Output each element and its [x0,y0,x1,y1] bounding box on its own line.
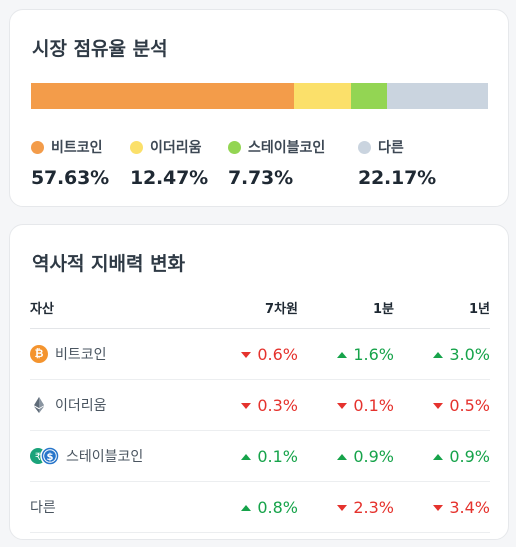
legend-dot-bitcoin [31,140,44,154]
dominance-table: 자산 7차원 1분 1년 ₿ 비트코인 0.6% 1.6% 3.0% [30,288,490,533]
change-value: 0.9% [449,447,490,467]
stablecoin-glyph-dollar: $ [47,452,54,463]
stablecoin-icon: ₹ $ [28,445,62,466]
change-arrow-icon [337,504,348,511]
change-value: 3.0% [449,345,490,365]
legend-value: 12.47% [130,167,208,189]
stablecoin-glyph-rupee: ₹ [35,452,41,463]
change-7d: 0.3% [200,379,298,431]
change-value: 3.4% [449,498,490,518]
change-arrow-icon [241,351,252,358]
change-1m: 1.6% [298,328,394,380]
change-1y: 3.4% [394,481,490,533]
change-arrow-icon [241,453,252,460]
change-arrow-icon [337,402,348,409]
header-1y[interactable]: 1년 [394,288,490,329]
historical-dominance-title: 역사적 지배력 변화 [32,253,186,275]
market-share-card: 시장 점유율 분석 비트코인 57.63% 이더리움 12.47% 스테이블코인 [9,9,509,207]
change-1y: 0.5% [394,379,490,431]
table-row[interactable]: ₿ 비트코인 0.6% 1.6% 3.0% [30,328,490,380]
change-value: 0.5% [449,396,490,416]
asset-name: 스테이블코인 [66,448,144,465]
legend-value: 22.17% [358,167,436,189]
change-arrow-icon [241,402,252,409]
asset-name: 이더리움 [55,397,107,414]
change-7d: 0.1% [200,430,298,482]
legend-label: 다른 [378,140,404,156]
change-1m: 0.9% [298,430,394,482]
change-value: 0.6% [257,345,298,365]
change-value: 1.6% [353,345,394,365]
market-share-bar [31,83,488,109]
change-arrow-icon [433,351,444,358]
change-7d: 0.8% [200,481,298,533]
share-bar-segment-other[interactable] [386,83,488,109]
change-arrow-icon [337,351,348,358]
change-value: 2.3% [353,498,394,518]
header-1m[interactable]: 1분 [298,288,394,329]
asset-name: 비트코인 [55,346,107,363]
header-7d[interactable]: 7차원 [200,288,298,329]
change-arrow-icon [337,453,348,460]
change-value: 0.9% [353,447,394,467]
change-1m: 2.3% [298,481,394,533]
share-bar-segment-bitcoin[interactable] [31,83,295,109]
bitcoin-icon: ₿ [30,344,48,363]
share-bar-segment-stablecoin[interactable] [351,83,387,109]
change-7d: 0.6% [200,328,298,380]
change-1y: 0.9% [394,430,490,482]
table-row[interactable]: 다른 0.8% 2.3% 3.4% [30,481,490,533]
header-asset: 자산 [30,288,200,329]
legend-label: 비트코인 [51,140,103,156]
table-header-row: 자산 7차원 1분 1년 [30,288,490,329]
change-value: 0.3% [257,396,298,416]
legend-dot-other [358,140,371,154]
legend-value: 57.63% [31,167,109,189]
change-value: 0.1% [257,447,298,467]
legend-value: 7.73% [228,167,293,189]
historical-dominance-card: 역사적 지배력 변화 자산 7차원 1분 1년 ₿ 비트코인 0.6% 1.6% [9,224,509,540]
change-arrow-icon [433,453,444,460]
asset-cell: ₹ $ 스테이블코인 [28,430,200,482]
legend-dot-ethereum [130,140,143,154]
asset-cell: 이더리움 [30,379,200,431]
market-share-title: 시장 점유율 분석 [32,38,168,60]
legend-item-other: 다른 22.17% [358,137,436,189]
change-1y: 3.0% [394,328,490,380]
legend-dot-stablecoin [228,140,241,154]
legend-item-stablecoin: 스테이블코인 7.73% [228,137,325,189]
legend-label: 이더리움 [150,140,202,156]
change-arrow-icon [433,402,444,409]
ethereum-icon [30,396,48,414]
asset-cell: ₿ 비트코인 [30,328,200,380]
change-value: 0.8% [257,498,298,518]
change-value: 0.1% [353,396,394,416]
asset-name: 다른 [30,499,56,516]
asset-cell: 다른 [30,481,200,533]
change-arrow-icon [241,504,252,511]
share-bar-segment-ethereum[interactable] [294,83,352,109]
table-row[interactable]: ₹ $ 스테이블코인 0.1% 0.9% 0.9% [28,430,490,482]
legend-item-bitcoin: 비트코인 57.63% [31,137,109,189]
table-row[interactable]: 이더리움 0.3% 0.1% 0.5% [30,379,490,431]
legend-item-ethereum: 이더리움 12.47% [130,137,208,189]
legend-label: 스테이블코인 [248,140,326,156]
change-arrow-icon [433,504,444,511]
change-1m: 0.1% [298,379,394,431]
